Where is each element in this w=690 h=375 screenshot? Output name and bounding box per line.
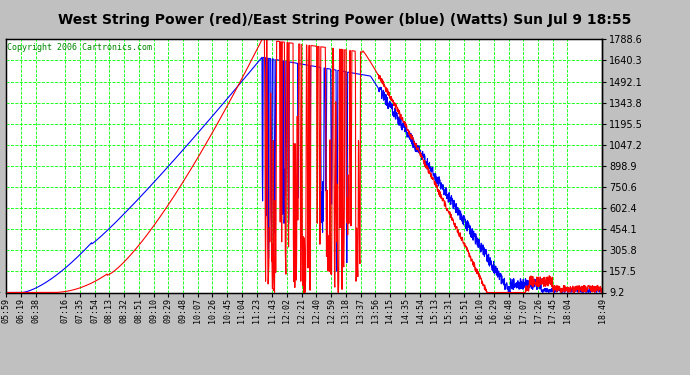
Text: Copyright 2006 Cartronics.com: Copyright 2006 Cartronics.com [7, 43, 152, 52]
Text: West String Power (red)/East String Power (blue) (Watts) Sun Jul 9 18:55: West String Power (red)/East String Powe… [59, 13, 631, 27]
